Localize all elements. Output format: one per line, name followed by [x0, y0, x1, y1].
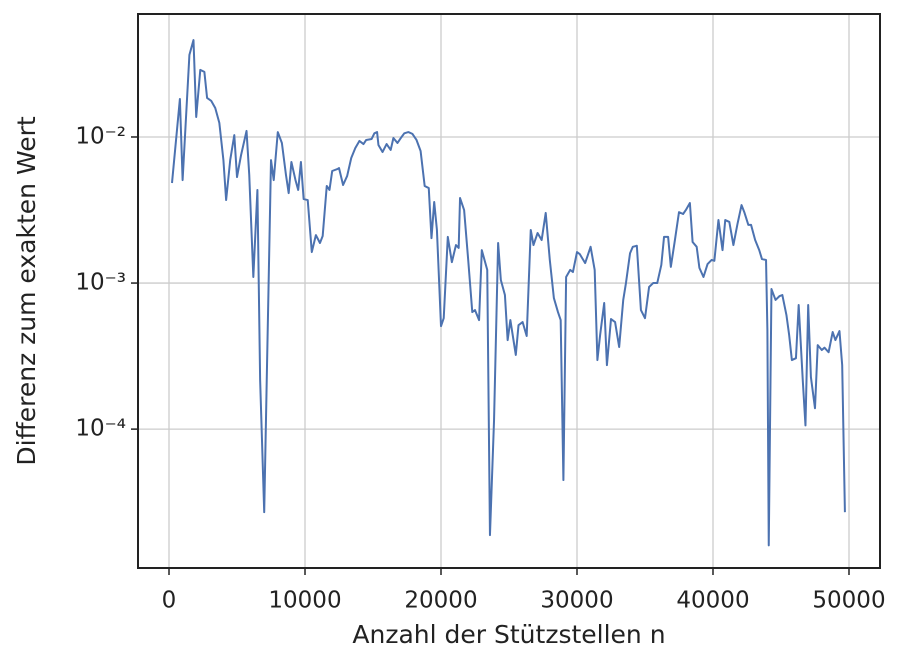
x-tick-label: 30000 [540, 588, 613, 614]
x-tick-label: 20000 [404, 588, 477, 614]
x-tick-label: 10000 [268, 588, 341, 614]
x-tick-label: 50000 [812, 588, 885, 614]
x-axis-label: Anzahl der Stützstellen n [352, 620, 665, 649]
y-tick-label: 10⁻³ [75, 270, 126, 296]
y-tick-label: 10⁻² [75, 123, 126, 149]
y-axis-label: Differenz zum exakten Wert [12, 116, 41, 466]
x-tick-label: 40000 [676, 588, 749, 614]
plot-frame [137, 13, 881, 569]
y-tick-label: 10⁻⁴ [75, 416, 126, 442]
x-tick-label: 0 [162, 588, 177, 614]
data-line [171, 39, 846, 547]
